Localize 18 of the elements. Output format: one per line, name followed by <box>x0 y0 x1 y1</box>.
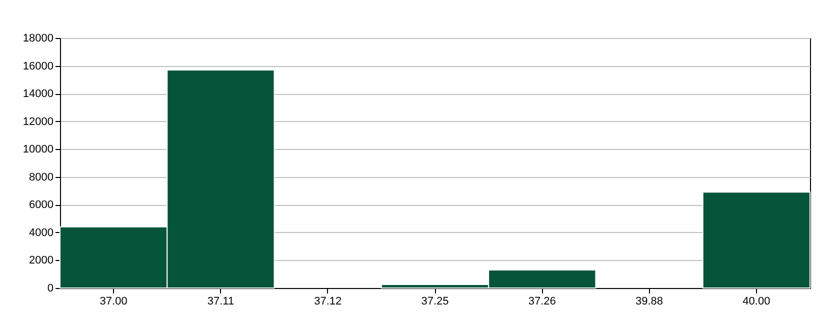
y-tick-label: 6000 <box>29 199 54 212</box>
y-tick-label: 10000 <box>22 144 54 156</box>
bar <box>702 192 810 288</box>
x-tick-label: 37.00 <box>100 296 128 308</box>
y-tick-label: 8000 <box>29 171 54 184</box>
y-tick-label: 2000 <box>29 254 54 267</box>
y-tick-label: 18000 <box>22 32 54 44</box>
x-tick-label: 39.88 <box>636 296 664 308</box>
y-tick-label: 16000 <box>22 60 54 72</box>
y-tick-label: 14000 <box>22 88 54 100</box>
y-tick-label: 4000 <box>29 226 54 239</box>
x-tick-label: 37.26 <box>528 296 556 308</box>
y-tick-label: 12000 <box>22 116 54 128</box>
x-tick-label: 37.25 <box>421 296 449 308</box>
x-tick-label: 37.12 <box>314 296 342 308</box>
x-tick-label: 40.00 <box>742 296 770 308</box>
x-tick-label: 37.11 <box>207 296 234 308</box>
y-tick-label: 0 <box>47 282 54 294</box>
